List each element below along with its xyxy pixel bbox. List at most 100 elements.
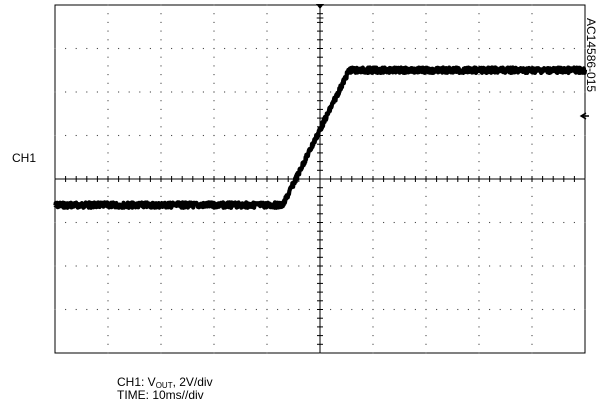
- grid-dot: [531, 47, 533, 50]
- grid-dot: [308, 134, 310, 137]
- grid-dot: [160, 317, 162, 319]
- grid-dot: [478, 195, 480, 197]
- grid-dot: [520, 91, 522, 93]
- grid-dot: [393, 265, 395, 267]
- grid-dot: [308, 221, 310, 224]
- grid-dot: [107, 352, 109, 354]
- grid-dot: [372, 248, 374, 250]
- grid-dot: [266, 343, 268, 345]
- grid-dot: [255, 47, 257, 50]
- grid-dot: [160, 282, 162, 284]
- grid-dot: [86, 134, 88, 137]
- grid-dot: [478, 308, 480, 311]
- grid-dot: [531, 343, 533, 345]
- grid-dot: [372, 126, 374, 128]
- grid-dot: [478, 239, 480, 241]
- grid-dot: [563, 265, 565, 267]
- grid-dot: [361, 221, 363, 224]
- grid-dot: [383, 91, 385, 93]
- grid-dot: [372, 152, 374, 154]
- grid-dot: [563, 47, 565, 50]
- grid-dot: [425, 56, 427, 58]
- grid-dot: [213, 169, 215, 171]
- grid-dot: [425, 282, 427, 284]
- grid-dot: [107, 169, 109, 171]
- grid-dot: [372, 39, 374, 41]
- grid-dot: [245, 265, 247, 267]
- grid-dot: [446, 91, 448, 93]
- grid-dot: [107, 265, 109, 267]
- grid-dot: [414, 221, 416, 224]
- grid-dot: [202, 308, 204, 311]
- grid-dot: [266, 161, 268, 163]
- channel-label: CH1: [12, 151, 36, 165]
- grid-dot: [160, 213, 162, 215]
- grid-dot: [372, 343, 374, 345]
- grid-dot: [160, 230, 162, 232]
- grid-dot: [584, 308, 586, 311]
- grid-dot: [107, 126, 109, 128]
- grid-dot: [436, 265, 438, 267]
- grid-dot: [192, 265, 194, 267]
- figure-id: AC14586-015: [584, 18, 598, 93]
- grid-dot: [160, 152, 162, 154]
- grid-dot: [213, 4, 215, 6]
- grid-dot: [478, 221, 480, 224]
- grid-dot: [372, 56, 374, 58]
- grid-dot: [531, 195, 533, 197]
- grid-dot: [531, 300, 533, 302]
- grid-dot: [372, 230, 374, 232]
- grid-dot: [75, 265, 77, 267]
- grid-dot: [351, 47, 353, 50]
- grid-dot: [255, 221, 257, 224]
- grid-dot: [160, 169, 162, 171]
- grid-dot: [160, 143, 162, 145]
- grid-dot: [584, 91, 586, 93]
- grid-dot: [107, 161, 109, 163]
- grid-dot: [160, 274, 162, 276]
- grid-dot: [266, 21, 268, 23]
- grid-dot: [192, 221, 194, 224]
- grid-dot: [224, 221, 226, 224]
- grid-dot: [75, 308, 77, 311]
- grid-dot: [287, 221, 289, 224]
- grid-dot: [372, 239, 374, 241]
- grid-dot: [393, 47, 395, 50]
- grid-dot: [425, 187, 427, 189]
- trigger-level-arrow-icon: [579, 112, 589, 120]
- grid-dot: [139, 47, 141, 50]
- grid-dot: [414, 47, 416, 50]
- grid-dot: [298, 221, 300, 224]
- grid-dot: [213, 82, 215, 84]
- grid-dot: [520, 221, 522, 224]
- grid-dot: [171, 91, 173, 93]
- grid-dot: [372, 221, 374, 224]
- grid-dot: [425, 230, 427, 232]
- grid-dot: [372, 213, 374, 215]
- grid-dot: [499, 221, 501, 224]
- grid-dot: [107, 187, 109, 189]
- grid-dot: [425, 100, 427, 102]
- grid-dot: [266, 335, 268, 337]
- grid-dot: [128, 265, 130, 267]
- grid-dot: [404, 91, 406, 93]
- grid-dot: [107, 117, 109, 119]
- grid-dot: [308, 47, 310, 50]
- grid-dot: [478, 213, 480, 215]
- grid-dot: [531, 239, 533, 241]
- grid-dot: [266, 230, 268, 232]
- grid-dot: [499, 308, 501, 311]
- grid-dot: [266, 169, 268, 171]
- grid-dot: [160, 352, 162, 354]
- grid-dot: [425, 117, 427, 119]
- grid-dot: [372, 291, 374, 293]
- grid-dot: [372, 256, 374, 258]
- grid-dot: [425, 13, 427, 15]
- grid-dot: [425, 326, 427, 328]
- grid-dot: [266, 117, 268, 119]
- grid-dot: [139, 308, 141, 311]
- grid-dot: [308, 91, 310, 93]
- grid-dot: [414, 134, 416, 137]
- grid-dot: [478, 47, 480, 50]
- grid-dot: [531, 65, 533, 67]
